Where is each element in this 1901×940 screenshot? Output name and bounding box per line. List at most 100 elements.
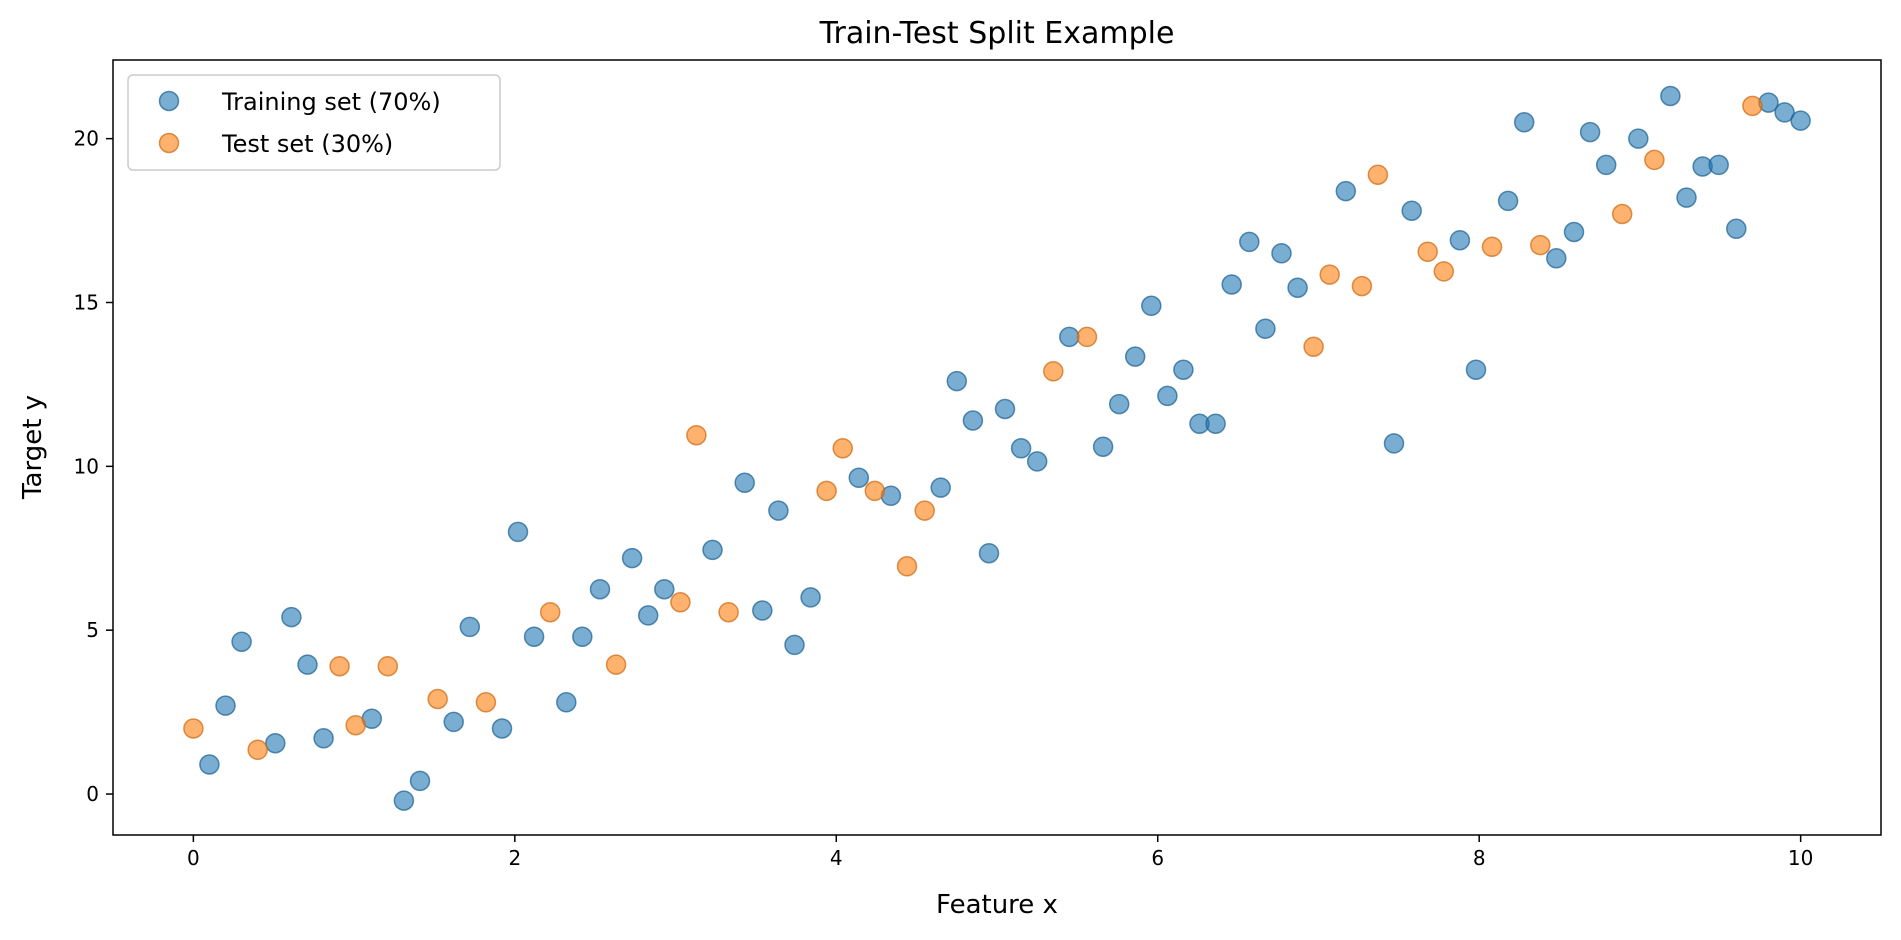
data-point	[914, 500, 935, 521]
data-point	[702, 539, 723, 561]
data-point	[1660, 85, 1681, 107]
data-point	[1546, 248, 1567, 269]
data-point	[443, 711, 464, 733]
legend-label-test: Test set (30%)	[221, 130, 393, 158]
data-point	[896, 556, 918, 577]
data-point	[507, 521, 529, 543]
data-point	[1530, 234, 1551, 256]
data-point	[800, 587, 821, 608]
x-tick-label: 8	[1473, 846, 1486, 870]
data-point	[1401, 200, 1422, 221]
y-tick-label: 0	[86, 782, 99, 806]
data-point	[215, 695, 236, 716]
data-point	[1579, 121, 1601, 143]
data-point	[734, 472, 755, 493]
data-point	[864, 480, 886, 502]
data-point	[1108, 393, 1130, 415]
data-point	[686, 424, 707, 446]
data-point	[1611, 203, 1633, 225]
y-tick-label: 20	[74, 127, 99, 151]
chart-title: Train-Test Split Example	[819, 16, 1175, 51]
data-point	[539, 601, 561, 623]
data-point	[1726, 218, 1747, 240]
data-point	[1255, 318, 1276, 339]
data-points-layer	[183, 85, 1811, 811]
data-point	[1157, 385, 1178, 407]
x-tick-label: 6	[1151, 846, 1164, 870]
data-point	[1124, 346, 1146, 367]
data-point	[654, 578, 675, 600]
data-point	[1205, 413, 1226, 434]
data-point	[265, 732, 286, 754]
data-point	[1742, 95, 1763, 117]
data-point	[1433, 261, 1455, 282]
data-point	[752, 600, 773, 621]
data-point	[1595, 154, 1617, 176]
data-point	[1319, 264, 1340, 285]
legend-frame	[127, 74, 501, 171]
data-point	[475, 692, 497, 713]
y-tick-label: 10	[74, 454, 99, 478]
data-point	[409, 770, 431, 792]
data-point	[377, 655, 399, 677]
data-point	[427, 688, 448, 710]
data-point	[978, 542, 1000, 564]
data-point	[930, 477, 951, 498]
data-point	[1465, 359, 1487, 380]
data-point	[1383, 433, 1405, 454]
data-point	[670, 592, 691, 613]
data-point	[1092, 436, 1114, 457]
data-point	[1417, 241, 1438, 262]
data-point	[962, 410, 984, 431]
series-training	[199, 85, 1811, 811]
data-point	[946, 370, 968, 392]
x-tick-label: 10	[1788, 846, 1813, 870]
data-point	[1059, 326, 1080, 348]
x-tick-label: 4	[830, 846, 843, 870]
data-point	[297, 654, 318, 675]
legend: Training set (70%) Test set (30%)	[127, 74, 501, 171]
data-point	[1287, 277, 1308, 298]
data-point	[281, 606, 302, 628]
data-point	[313, 728, 334, 749]
data-point	[1497, 190, 1519, 212]
data-point	[1026, 451, 1048, 472]
data-point	[1221, 274, 1242, 295]
data-point	[183, 718, 204, 739]
data-point	[1628, 128, 1649, 149]
data-point	[523, 626, 545, 647]
y-tick-label: 15	[74, 290, 99, 314]
x-tick-label: 2	[508, 846, 521, 870]
axis-ticks-layer: 0 2 4 6 8 10 0 5 10 15 20	[74, 127, 1814, 870]
data-point	[1335, 180, 1357, 202]
data-point	[605, 654, 627, 675]
data-point	[1141, 295, 1162, 317]
data-point	[1303, 336, 1324, 357]
data-point	[1043, 361, 1064, 382]
data-point	[393, 790, 415, 811]
data-point	[1563, 221, 1585, 243]
data-point	[329, 655, 350, 677]
data-point	[199, 754, 220, 775]
data-point	[1076, 326, 1098, 348]
data-point	[1367, 164, 1389, 185]
y-axis-label: Target y	[18, 395, 48, 500]
data-point	[1481, 236, 1503, 258]
data-point	[345, 714, 366, 736]
series-test	[183, 95, 1763, 761]
data-point	[768, 500, 789, 521]
data-point	[1774, 102, 1795, 123]
data-point	[784, 634, 805, 656]
x-axis-label: Feature x	[936, 890, 1058, 920]
data-point	[1644, 149, 1665, 171]
data-point	[556, 692, 577, 713]
data-point	[1449, 229, 1471, 251]
legend-label-training: Training set (70%)	[221, 88, 441, 116]
data-point	[1351, 275, 1373, 297]
data-point	[589, 578, 611, 600]
data-point	[718, 601, 739, 623]
data-point	[491, 718, 513, 739]
data-point	[231, 631, 252, 652]
data-point	[1790, 110, 1811, 131]
